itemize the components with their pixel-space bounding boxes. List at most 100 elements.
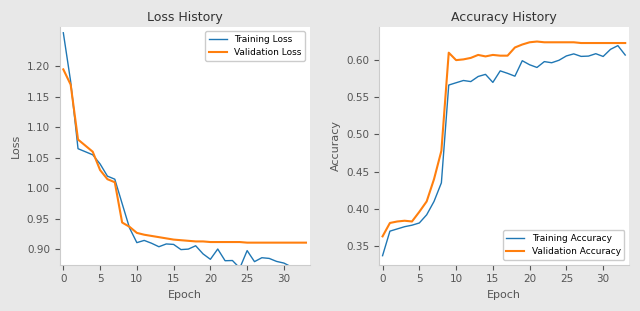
Validation Accuracy	[423, 200, 431, 203]
Validation Accuracy	[621, 41, 629, 45]
Training Loss	[104, 174, 111, 178]
Training Loss	[81, 150, 89, 154]
Validation Loss	[89, 150, 97, 154]
Training Accuracy	[607, 48, 614, 51]
Training Accuracy	[555, 58, 563, 62]
Validation Accuracy	[533, 40, 541, 44]
Title: Accuracy History: Accuracy History	[451, 11, 557, 24]
Training Loss	[89, 153, 97, 157]
Training Accuracy	[563, 54, 570, 58]
Training Loss	[273, 260, 280, 263]
Training Loss	[140, 239, 148, 242]
Training Accuracy	[541, 60, 548, 63]
Line: Training Loss: Training Loss	[63, 33, 306, 270]
Training Accuracy	[401, 225, 408, 229]
Validation Loss	[96, 168, 104, 172]
Validation Loss	[81, 144, 89, 147]
Validation Loss	[177, 238, 185, 242]
Training Accuracy	[526, 63, 534, 67]
Validation Loss	[207, 240, 214, 244]
Training Accuracy	[570, 52, 577, 56]
Training Accuracy	[599, 55, 607, 58]
Training Accuracy	[577, 54, 585, 58]
Training Loss	[96, 162, 104, 166]
Training Loss	[221, 259, 229, 262]
Training Accuracy	[482, 72, 490, 76]
Validation Loss	[104, 177, 111, 181]
Validation Loss	[118, 220, 126, 224]
Training Loss	[302, 268, 310, 272]
Training Loss	[125, 226, 133, 230]
Training Accuracy	[533, 66, 541, 69]
Validation Accuracy	[474, 53, 482, 57]
Validation Loss	[67, 83, 74, 86]
Validation Loss	[228, 240, 236, 244]
Training Accuracy	[452, 81, 460, 85]
Validation Accuracy	[379, 234, 387, 238]
Validation Accuracy	[401, 219, 408, 223]
Training Accuracy	[460, 79, 467, 82]
Validation Accuracy	[548, 40, 556, 44]
Validation Accuracy	[460, 58, 467, 61]
Validation Accuracy	[614, 41, 621, 45]
Training Loss	[111, 177, 118, 181]
Validation Loss	[148, 234, 156, 238]
Validation Loss	[125, 225, 133, 229]
Validation Accuracy	[526, 40, 534, 44]
Y-axis label: Loss: Loss	[11, 133, 21, 158]
Validation Loss	[140, 233, 148, 237]
Training Loss	[287, 265, 295, 269]
Validation Accuracy	[497, 54, 504, 58]
Training Loss	[207, 258, 214, 261]
Title: Loss History: Loss History	[147, 11, 223, 24]
Training Loss	[214, 247, 221, 251]
Training Accuracy	[438, 181, 445, 185]
Validation Loss	[295, 241, 303, 244]
Validation Loss	[236, 240, 244, 244]
Training Accuracy	[445, 83, 452, 87]
Training Accuracy	[548, 61, 556, 65]
Training Accuracy	[504, 72, 511, 75]
Validation Accuracy	[563, 40, 570, 44]
Training Accuracy	[467, 80, 475, 83]
Validation Loss	[74, 138, 82, 142]
Validation Accuracy	[445, 51, 452, 54]
Validation Loss	[163, 236, 170, 240]
Training Loss	[199, 252, 207, 256]
Training Accuracy	[511, 74, 519, 78]
Validation Accuracy	[430, 177, 438, 181]
Training Accuracy	[497, 69, 504, 73]
Training Loss	[258, 256, 266, 260]
Training Loss	[155, 245, 163, 248]
Validation Accuracy	[504, 54, 511, 58]
Validation Accuracy	[570, 40, 577, 44]
Validation Loss	[251, 241, 259, 244]
Validation Loss	[302, 241, 310, 244]
Validation Accuracy	[584, 41, 592, 45]
Training Accuracy	[394, 227, 401, 231]
Training Loss	[228, 259, 236, 262]
Validation Accuracy	[518, 43, 526, 46]
Validation Accuracy	[386, 221, 394, 225]
Line: Validation Loss: Validation Loss	[63, 69, 306, 243]
Validation Loss	[214, 240, 221, 244]
Validation Accuracy	[489, 53, 497, 57]
Validation Loss	[155, 235, 163, 239]
Training Loss	[148, 241, 156, 245]
Validation Loss	[221, 240, 229, 244]
Validation Accuracy	[555, 40, 563, 44]
Validation Accuracy	[452, 58, 460, 62]
Validation Accuracy	[541, 40, 548, 44]
Validation Accuracy	[577, 41, 585, 45]
Training Accuracy	[379, 254, 387, 258]
Training Loss	[266, 257, 273, 260]
Training Loss	[192, 244, 200, 248]
Training Loss	[60, 31, 67, 35]
Training Accuracy	[386, 229, 394, 233]
Validation Accuracy	[599, 41, 607, 45]
Training Loss	[74, 147, 82, 151]
Training Accuracy	[415, 221, 423, 225]
Validation Loss	[111, 180, 118, 184]
Training Loss	[184, 247, 192, 251]
Validation Accuracy	[394, 220, 401, 223]
